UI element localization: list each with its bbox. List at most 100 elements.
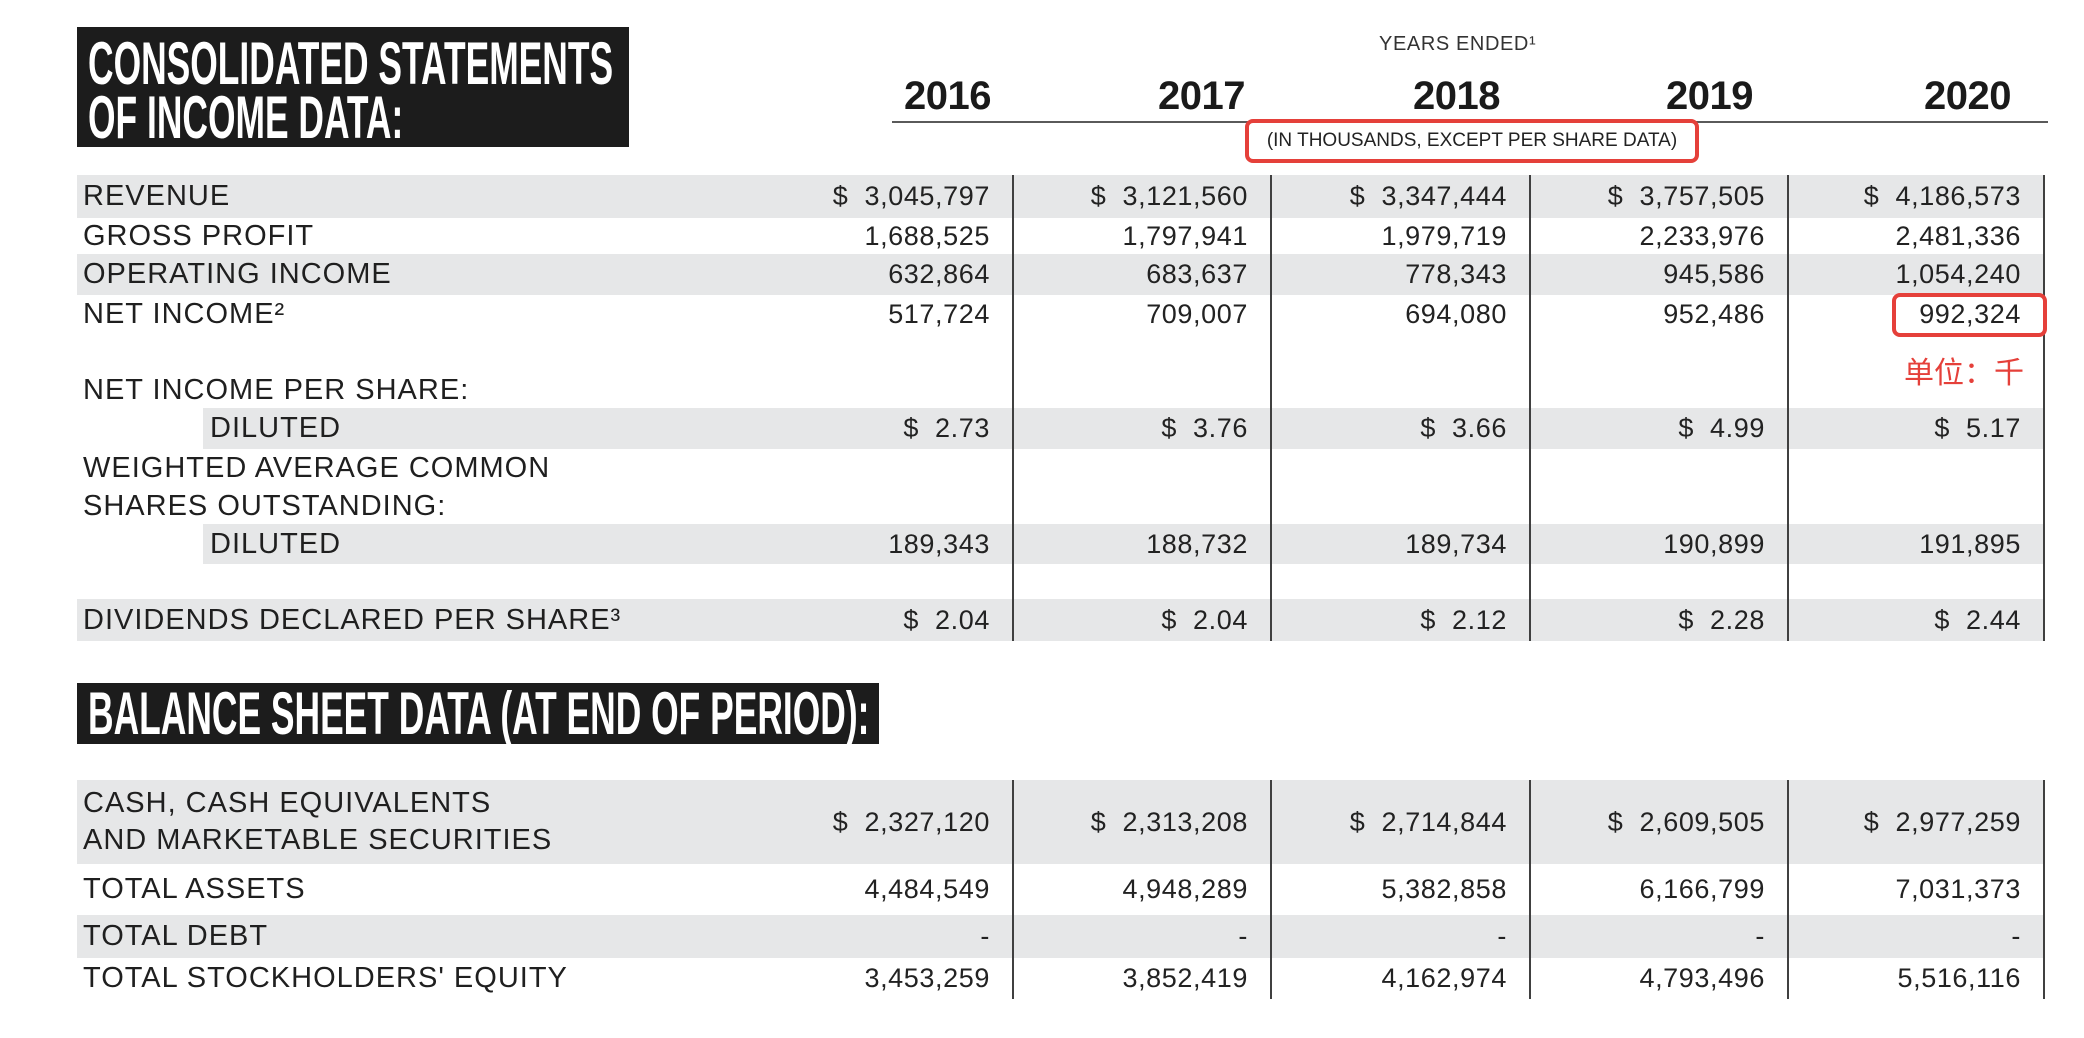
year-header-2020: 2020 [1924,74,2011,118]
diluted-eps-row: DILUTED $ 2.73 $ 3.76 $ 3.66 $ 4.99 $ 5.… [77,408,2045,449]
year-header-row: 2016 2017 2018 2019 2020 [77,73,2045,119]
diluted-shares-label: DILUTED [210,527,342,560]
empty-cell [760,449,1014,488]
gross-profit-label: GROSS PROFIT [83,219,315,252]
dividends-2017-value: $ 2.04 [1014,599,1272,641]
empty-cell [1014,449,1272,488]
empty-cell [1789,372,2045,408]
revenue-2020-value: $ 4,186,573 [1789,175,2045,218]
cash-2019-value: $ 2,609,505 [1531,780,1789,864]
spacer-row [77,334,2045,372]
income-statement-table: REVENUE $ 3,045,797 $ 3,121,560 $ 3,347,… [77,175,2045,641]
diluted-shares-2016-value: 189,343 [760,524,1014,564]
diluted-eps-2016-value: $ 2.73 [760,408,1014,449]
empty-cell [1272,449,1531,488]
balance-sheet-title: BALANCE SHEET DATA (AT END OF PERIOD): [77,683,879,744]
weighted-average-heading-row: WEIGHTED AVERAGE COMMON [77,449,2045,488]
empty-cell [1272,488,1531,524]
net-income-2016-value: 517,724 [760,295,1014,334]
weighted-average-label: WEIGHTED AVERAGE COMMON [83,452,551,484]
highlight-box [1892,293,2047,337]
dividends-2019-value: $ 2.28 [1531,599,1789,641]
net-income-2019-value: 952,486 [1531,295,1789,334]
cash-row: CASH, CASH EQUIVALENTS AND MARKETABLE SE… [77,780,2045,864]
net-income-row: NET INCOME² 517,724 709,007 694,080 952,… [77,295,2045,334]
units-note-box: (IN THOUSANDS, EXCEPT PER SHARE DATA) [1245,119,1699,163]
empty-cell [1014,334,1272,372]
year-header-spacer [77,73,760,119]
empty-cell [760,488,1014,524]
diluted-eps-2017-value: $ 3.76 [1014,408,1272,449]
total-debt-2017-value: - [1014,915,1272,958]
cash-label-line-2: AND MARKETABLE SECURITIES [83,824,553,856]
operating-income-row: OPERATING INCOME 632,864 683,637 778,343… [77,254,2045,295]
dividends-row: DIVIDENDS DECLARED PER SHARE³ $ 2.04 $ 2… [77,599,2045,641]
gross-profit-2020-value: 2,481,336 [1789,218,2045,254]
revenue-2016-value: $ 3,045,797 [760,175,1014,218]
revenue-2019-value: $ 3,757,505 [1531,175,1789,218]
cash-label: CASH, CASH EQUIVALENTS AND MARKETABLE SE… [77,780,760,864]
empty-cell [1272,334,1531,372]
units-note: (IN THOUSANDS, EXCEPT PER SHARE DATA) [1266,130,1678,151]
stockholders-equity-row: TOTAL STOCKHOLDERS' EQUITY 3,453,259 3,8… [77,958,2045,999]
total-assets-2018-value: 5,382,858 [1272,864,1531,915]
stockholders-equity-2020-value: 5,516,116 [1789,958,2045,999]
total-assets-2017-value: 4,948,289 [1014,864,1272,915]
diluted-eps-2018-value: $ 3.66 [1272,408,1531,449]
total-assets-label: TOTAL ASSETS [83,873,306,905]
empty-cell [1789,488,2045,524]
revenue-2017-value: $ 3,121,560 [1014,175,1272,218]
net-income-per-share-heading-row: NET INCOME PER SHARE: [77,372,2045,408]
cash-2017-value: $ 2,313,208 [1014,780,1272,864]
income-title-line-2: OF INCOME DATA: [88,84,404,148]
empty-cell [1789,564,2045,599]
years-ended-label: YEARS ENDED¹ [1379,33,1537,55]
year-header-2017: 2017 [1158,74,1245,118]
total-debt-2016-value: - [760,915,1014,958]
cash-label-line-1: CASH, CASH EQUIVALENTS [83,787,492,819]
operating-income-2019-value: 945,586 [1531,254,1789,295]
empty-cell [1014,488,1272,524]
stockholders-equity-2016-value: 3,453,259 [760,958,1014,999]
stockholders-equity-2017-value: 3,852,419 [1014,958,1272,999]
cash-2018-value: $ 2,714,844 [1272,780,1531,864]
dividends-2020-value: $ 2.44 [1789,599,2045,641]
dividends-2018-value: $ 2.12 [1272,599,1531,641]
empty-cell [1531,334,1789,372]
net-income-2017-value: 709,007 [1014,295,1272,334]
empty-cell [1014,372,1272,408]
stockholders-equity-2018-value: 4,162,974 [1272,958,1531,999]
diluted-shares-2020-value: 191,895 [1789,524,2045,564]
operating-income-label: OPERATING INCOME [83,258,392,290]
total-debt-row: TOTAL DEBT - - - - - [77,915,2045,958]
stockholders-equity-label: TOTAL STOCKHOLDERS' EQUITY [83,962,568,994]
revenue-label: REVENUE [83,180,231,212]
gross-profit-2019-value: 2,233,976 [1531,218,1789,254]
diluted-shares-2019-value: 190,899 [1531,524,1789,564]
shares-outstanding-label: SHARES OUTSTANDING: [83,489,447,522]
net-income-2020-value: 992,324 [1789,295,2045,334]
total-assets-2020-value: 7,031,373 [1789,864,2045,915]
diluted-shares-2018-value: 189,734 [1272,524,1531,564]
empty-cell [1531,564,1789,599]
income-title-line-1: CONSOLIDATED STATEMENTS [88,30,614,97]
empty-cell [1789,449,2045,488]
gross-profit-row: GROSS PROFIT 1,688,525 1,797,941 1,979,7… [77,218,2045,254]
empty-cell [760,372,1014,408]
gross-profit-2016-value: 1,688,525 [760,218,1014,254]
operating-income-2020-value: 1,054,240 [1789,254,2045,295]
dividends-label: DIVIDENDS DECLARED PER SHARE³ [83,603,622,636]
total-debt-2019-value: - [1531,915,1789,958]
empty-cell [1531,488,1789,524]
empty-cell [1272,372,1531,408]
stockholders-equity-2019-value: 4,793,496 [1531,958,1789,999]
diluted-eps-2019-value: $ 4.99 [1531,408,1789,449]
total-debt-2020-value: - [1789,915,2045,958]
year-header-2019: 2019 [1666,74,1753,118]
cash-2016-value: $ 2,327,120 [760,780,1014,864]
total-assets-row: TOTAL ASSETS 4,484,549 4,948,289 5,382,8… [77,864,2045,915]
total-assets-2016-value: 4,484,549 [760,864,1014,915]
net-income-2018-value: 694,080 [1272,295,1531,334]
empty-cell [1014,564,1272,599]
